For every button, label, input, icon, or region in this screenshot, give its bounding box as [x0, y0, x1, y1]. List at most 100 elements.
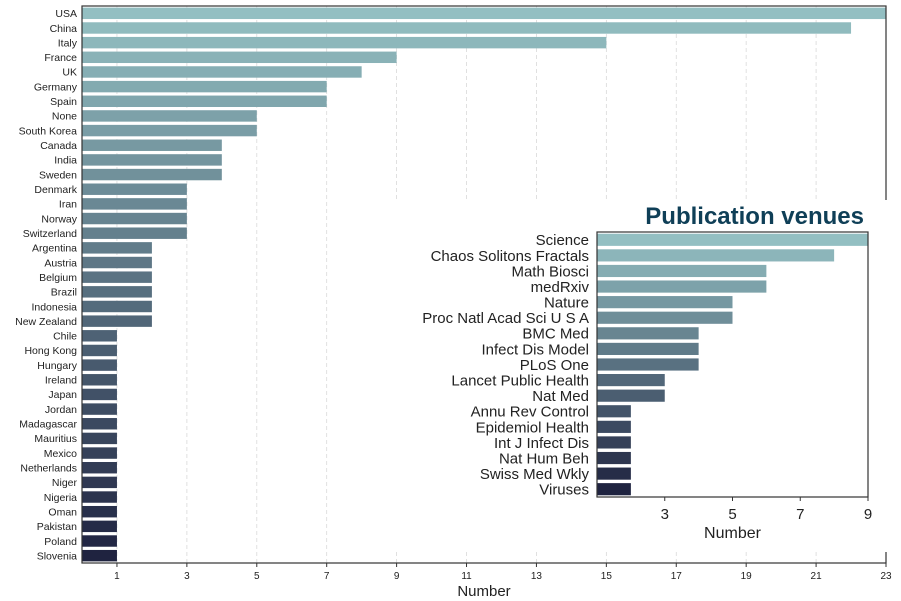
category-label: Mauritius [34, 433, 77, 445]
bar [597, 467, 631, 480]
category-label: None [52, 111, 77, 123]
category-label: Japan [48, 389, 77, 401]
category-label: Pakistan [37, 521, 77, 533]
category-label: Nature [544, 295, 589, 312]
bar [82, 168, 222, 181]
plot-frame [596, 231, 869, 498]
category-label: Sweden [39, 169, 77, 181]
bar [597, 405, 631, 418]
category-label: China [50, 23, 78, 35]
bar [597, 249, 835, 262]
bar [82, 80, 327, 93]
category-label: Iran [59, 199, 77, 211]
x-axis-label: Number [457, 583, 510, 600]
category-label: Italy [58, 37, 78, 49]
bar [82, 227, 187, 239]
bar [82, 549, 117, 562]
category-label: Infect Dis Model [481, 341, 589, 358]
tick-label: 5 [728, 506, 736, 523]
category-label: Hungary [37, 360, 77, 372]
bar [82, 374, 117, 386]
category-label: Nigeria [44, 492, 77, 504]
x-axis-label: Number [704, 525, 762, 542]
tick-label: 17 [671, 571, 683, 582]
tick-label: 9 [394, 571, 400, 582]
category-label: Proc Natl Acad Sci U S A [422, 310, 589, 327]
bar [82, 462, 117, 474]
category-label: Oman [48, 506, 77, 518]
category-label: UK [62, 67, 77, 79]
category-label: Indonesia [31, 301, 77, 313]
tick-label: 21 [811, 571, 823, 582]
category-label: Lancet Public Health [451, 372, 589, 389]
category-label: Brazil [51, 287, 77, 299]
bar [82, 36, 607, 49]
tick-label: 5 [254, 571, 260, 582]
category-label: Swiss Med Wkly [480, 466, 590, 483]
bar [82, 22, 852, 34]
bar [82, 432, 117, 445]
bar [597, 311, 733, 324]
category-label: Annu Rev Control [471, 404, 589, 421]
bar [597, 342, 699, 355]
category-label: Mexico [44, 448, 77, 460]
bar [597, 280, 767, 293]
bar [82, 95, 327, 107]
category-label: Jordan [45, 404, 77, 416]
tick-label: 19 [741, 571, 753, 582]
bar [597, 420, 631, 433]
bar [82, 66, 362, 78]
bar [82, 124, 257, 137]
bar [597, 296, 733, 309]
bar [82, 344, 117, 357]
tick-label: 11 [461, 571, 472, 582]
category-label: USA [55, 8, 77, 20]
category-label: Chaos Solitons Fractals [431, 248, 589, 265]
category-label: Chile [53, 331, 77, 343]
bar [82, 51, 397, 64]
bar [82, 535, 117, 547]
bar [82, 300, 152, 313]
bar [82, 330, 117, 342]
category-label: medRxiv [531, 279, 590, 296]
tick-label: 23 [880, 571, 892, 582]
tick-label: 13 [531, 571, 543, 582]
category-label: Epidemiol Health [476, 419, 589, 436]
category-label: Switzerland [23, 228, 77, 240]
tick-label: 9 [864, 506, 872, 523]
tick-label: 1 [114, 571, 120, 582]
bar [82, 505, 117, 518]
category-label: Nat Hum Beh [499, 450, 589, 467]
category-label: Madagascar [19, 419, 77, 431]
bar [82, 242, 152, 254]
bar [82, 403, 117, 415]
bar [82, 447, 117, 459]
category-label: Denmark [34, 184, 77, 196]
bar [597, 483, 631, 496]
category-label: PLoS One [520, 357, 589, 374]
bar [82, 198, 187, 210]
category-label: South Korea [19, 125, 78, 137]
bar [82, 491, 117, 503]
category-label: France [44, 52, 77, 64]
category-label: Science [536, 232, 589, 249]
bar [82, 212, 187, 225]
category-label: Viruses [539, 482, 589, 499]
category-label: Canada [40, 140, 77, 152]
bar [82, 388, 117, 401]
bar [82, 520, 117, 533]
category-label: Belgium [39, 272, 77, 284]
bar [82, 271, 152, 283]
bar [597, 233, 868, 246]
bar [597, 374, 665, 387]
bar [82, 7, 886, 20]
tick-label: 3 [184, 571, 190, 582]
category-label: Slovenia [37, 550, 77, 562]
bar [82, 315, 152, 327]
bar [82, 359, 117, 371]
category-label: India [54, 155, 77, 167]
bar [597, 451, 631, 465]
bar [597, 327, 699, 340]
bar [82, 476, 117, 489]
tick-label: 7 [796, 506, 804, 523]
